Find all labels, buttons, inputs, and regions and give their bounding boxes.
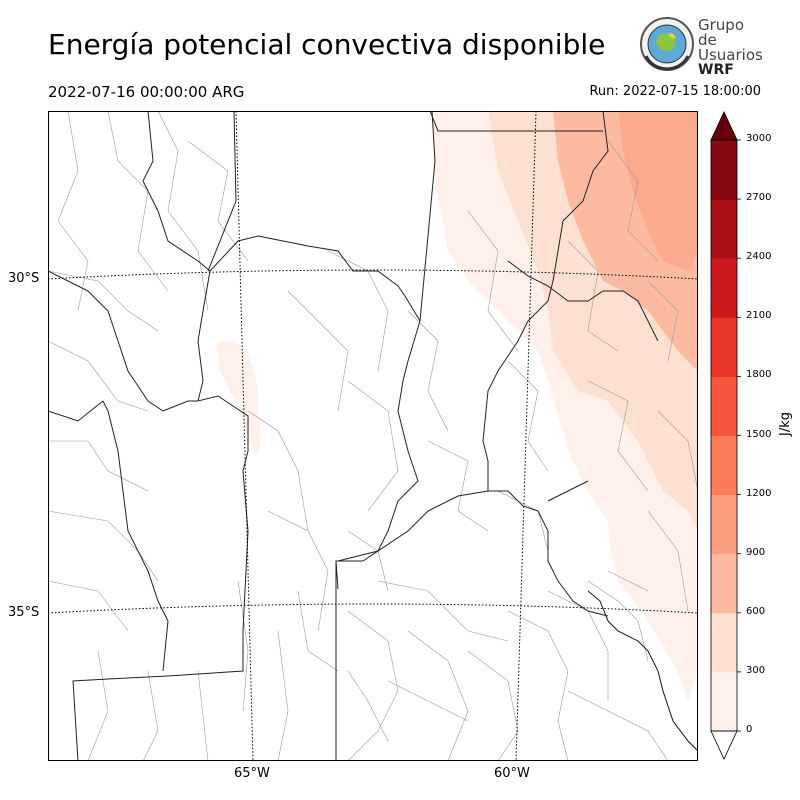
colorbar-band-2 (711, 553, 737, 614)
logo-line-1: Grupo de (698, 16, 744, 49)
colorbar-tick-marks (737, 139, 741, 732)
colorbar-tick-label-7: 2100 (746, 310, 772, 322)
colorbar (710, 111, 741, 760)
lat-label-35s: 35°S (8, 605, 40, 620)
colorbar-over-triangle (710, 111, 738, 141)
colorbar-band-6 (711, 317, 737, 377)
colorbar-tick-label-8: 2400 (746, 251, 772, 263)
logo-line-3: WRF (698, 62, 734, 78)
colorbar-tick-label-3: 900 (746, 546, 766, 558)
colorbar-band-9 (711, 140, 737, 200)
graticule (48, 111, 698, 761)
colorbar-bands (711, 140, 737, 732)
run-time: Run: 2022-07-15 18:00:00 (589, 84, 761, 99)
colorbar-band-4 (711, 435, 737, 496)
colorbar-tick-label-0: 0 (746, 724, 753, 735)
colorbar-band-1 (711, 612, 737, 673)
cape-field (216, 111, 698, 701)
colorbar-band-5 (711, 376, 737, 436)
cape-map (48, 111, 698, 761)
coastline (587, 590, 698, 752)
colorbar-tick-label-10: 3000 (746, 133, 772, 144)
lon-label-65w: 65°W (234, 766, 270, 781)
logo-line-2: Usuarios (698, 46, 763, 64)
logo-text: Grupo de Usuarios WRF (698, 18, 763, 78)
colorbar-band-3 (711, 494, 737, 555)
map-title: Energía potencial convectiva disponible (48, 28, 606, 61)
map-frame (48, 111, 698, 761)
lat-label-30s: 30°S (8, 271, 40, 286)
cape-contour-900-1200 (618, 111, 698, 271)
colorbar-band-0 (711, 671, 737, 732)
cape-contour-0-300-west (216, 341, 261, 456)
wrf-group-logo: Grupo de Usuarios WRF (638, 16, 763, 78)
colorbar-tick-label-6: 1800 (746, 369, 772, 381)
colorbar-under-triangle (710, 730, 738, 760)
colorbar-tick-label-1: 300 (746, 664, 766, 676)
globe-seal-icon (640, 17, 694, 71)
dept-boundaries (48, 111, 698, 761)
lon-label-60w: 60°W (494, 766, 530, 781)
colorbar-band-8 (711, 199, 737, 259)
colorbar-unit-label: J/kg (778, 412, 793, 436)
colorbar-tick-label-4: 1200 (746, 487, 772, 499)
colorbar-tick-label-9: 2700 (746, 192, 772, 204)
valid-time: 2022-07-16 00:00:00 ARG (48, 83, 245, 101)
colorbar-tick-label-2: 600 (746, 605, 766, 617)
colorbar-tick-label-5: 1500 (746, 428, 772, 440)
province-boundaries (48, 111, 659, 761)
colorbar-band-7 (711, 258, 737, 318)
